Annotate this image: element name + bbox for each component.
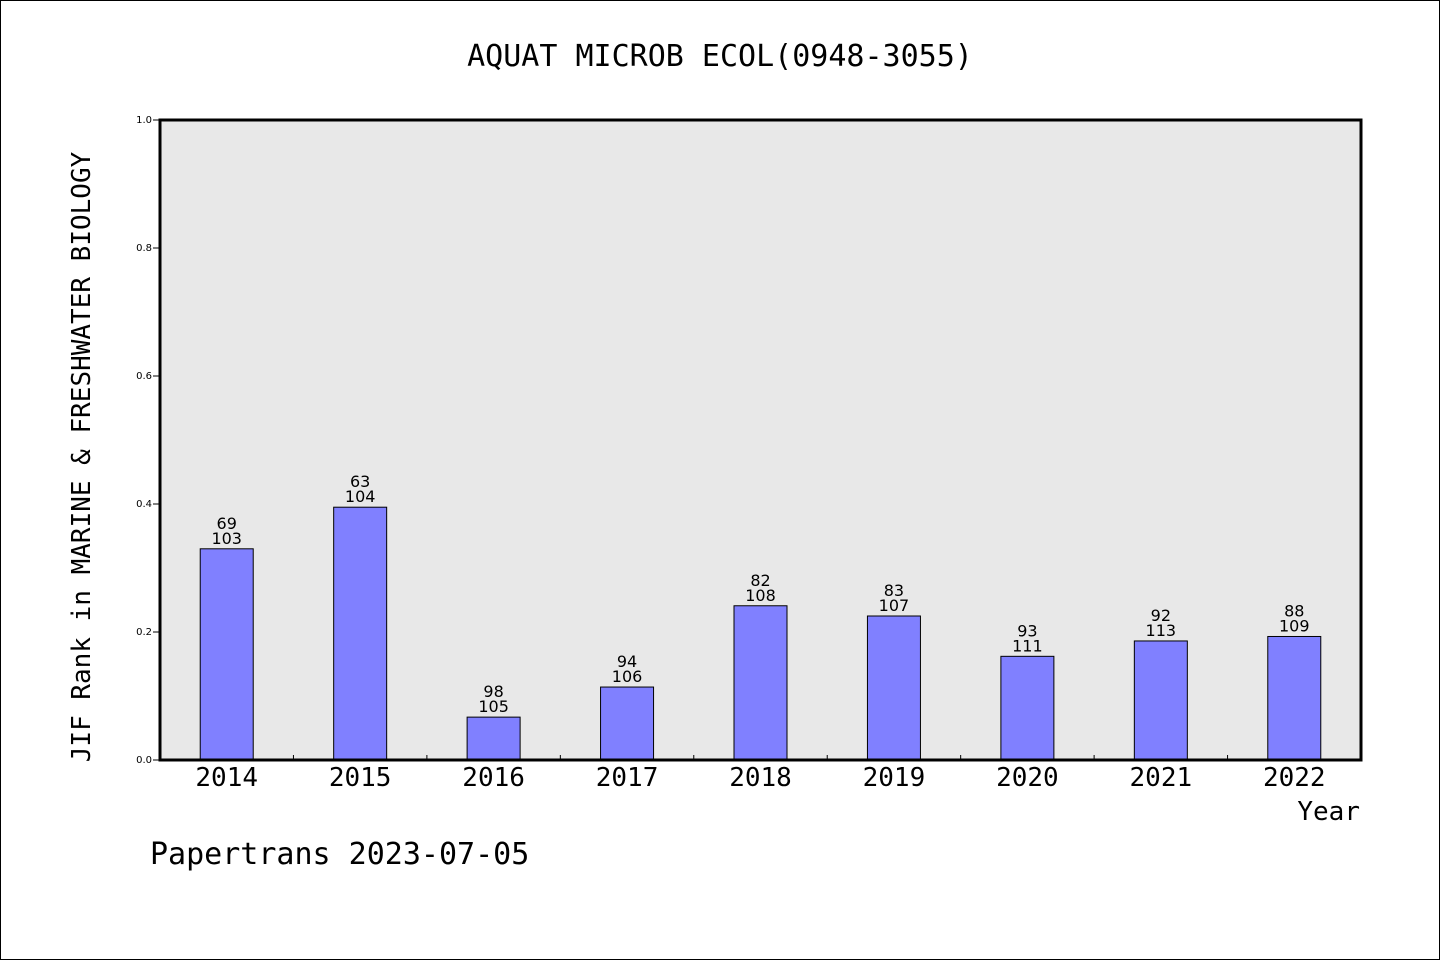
rank-label: 83 xyxy=(884,581,904,600)
x-tick-label: 2022 xyxy=(1263,763,1326,793)
x-axis-label: Year xyxy=(1297,797,1360,827)
total-label: 106 xyxy=(612,667,643,686)
bar-2017 xyxy=(600,686,655,761)
bar-2022 xyxy=(1267,635,1322,761)
y-tick-label: 0.0 xyxy=(136,755,152,766)
x-tick-label: 2020 xyxy=(996,763,1059,793)
y-tick-label: 0.6 xyxy=(136,371,152,382)
bar-2014 xyxy=(199,548,254,761)
y-axis: 0.0 0.2 0.4 0.6 0.8 1.0 xyxy=(136,115,160,766)
total-label: 113 xyxy=(1146,621,1177,640)
total-label: 104 xyxy=(345,487,376,506)
footer-credit: Papertrans 2023-07-05 xyxy=(150,837,529,872)
bar-2018 xyxy=(733,605,788,761)
x-tick-label: 2021 xyxy=(1130,763,1193,793)
bar-2021 xyxy=(1133,640,1188,761)
y-tick-label: 0.2 xyxy=(136,627,152,638)
rank-label: 93 xyxy=(1017,621,1037,640)
rank-label: 94 xyxy=(617,652,637,671)
x-tick-label: 2019 xyxy=(863,763,926,793)
plot-border xyxy=(158,118,1363,762)
y-tick-label: 1.0 xyxy=(136,115,152,126)
total-label: 108 xyxy=(745,586,776,605)
total-label: 111 xyxy=(1012,636,1043,655)
bar-2015 xyxy=(333,506,388,761)
rank-label: 92 xyxy=(1151,606,1171,625)
rank-label: 82 xyxy=(750,571,770,590)
y-axis-label: JIF Rank in MARINE & FRESHWATER BIOLOGY xyxy=(67,151,97,762)
rank-label: 88 xyxy=(1284,601,1304,620)
total-label: 105 xyxy=(478,697,509,716)
rank-label: 69 xyxy=(217,514,237,533)
bar-2019 xyxy=(866,615,921,761)
rank-label: 63 xyxy=(350,472,370,491)
x-axis: 2014 2015 2016 2017 2018 2019 2020 2021 2022 xyxy=(195,755,1326,793)
bar-2020 xyxy=(1000,655,1055,761)
bar-2016 xyxy=(466,716,521,761)
x-tick-label: 2015 xyxy=(329,763,392,793)
total-label: 103 xyxy=(211,529,242,548)
y-tick-label: 0.4 xyxy=(136,499,152,510)
total-label: 107 xyxy=(879,596,910,615)
total-label: 109 xyxy=(1279,616,1310,635)
x-tick-label: 2018 xyxy=(729,763,792,793)
x-tick-label: 2016 xyxy=(462,763,525,793)
x-tick-label: 2014 xyxy=(195,763,258,793)
chart-title: AQUAT MICROB ECOL(0948-3055) xyxy=(467,39,973,74)
rank-label: 98 xyxy=(483,682,503,701)
x-tick-label: 2017 xyxy=(596,763,659,793)
bars xyxy=(199,506,1322,761)
y-tick-label: 0.8 xyxy=(136,243,152,254)
